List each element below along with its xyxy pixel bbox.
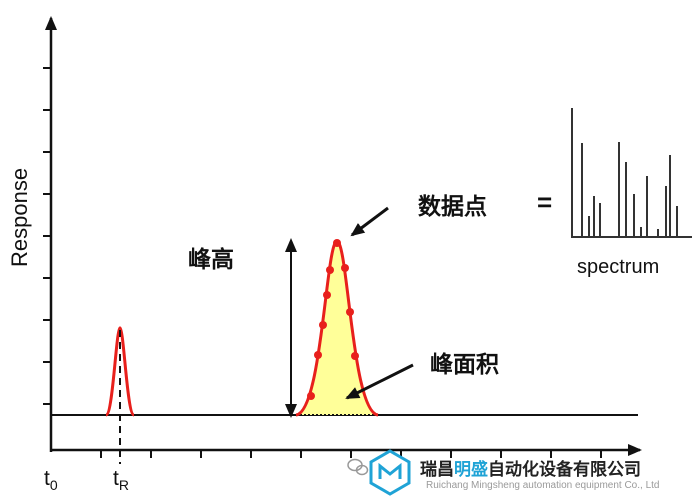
data-point — [323, 291, 331, 299]
small-peak — [104, 326, 136, 417]
wechat-icon — [347, 458, 369, 476]
data-points-label: 数据点 — [418, 194, 487, 220]
y-axis-label: Response — [7, 167, 32, 267]
data-points — [307, 239, 359, 400]
spectrum-plot — [571, 108, 692, 238]
x-axis-ticks — [100, 450, 602, 458]
peak-area-label: 峰面积 — [430, 352, 499, 378]
peak-height-arrow-bottom — [285, 404, 297, 418]
peak-area-arrow — [345, 363, 414, 400]
peak-height-label: 峰高 — [188, 247, 234, 273]
data-point — [351, 352, 359, 360]
data-point — [333, 239, 341, 247]
y-axis-ticks — [43, 67, 51, 405]
data-point — [341, 264, 349, 272]
data-point — [346, 308, 354, 316]
tR-label: tR — [113, 467, 129, 494]
t0-label: t0 — [44, 467, 58, 494]
data-point — [326, 266, 334, 274]
data-point — [314, 351, 322, 359]
data-points-arrow — [350, 206, 389, 237]
data-point — [307, 392, 315, 400]
data-point — [319, 321, 327, 329]
hexagon-logo — [369, 449, 411, 496]
equals-sign: = — [537, 187, 553, 217]
watermark-company-name: 瑞昌明盛自动化设备有限公司 — [420, 460, 641, 480]
watermark-english-name: Ruichang Mingsheng automation equipment … — [426, 480, 660, 491]
peak-height-arrow-top — [285, 238, 297, 252]
spectrum-label: spectrum — [577, 256, 660, 278]
